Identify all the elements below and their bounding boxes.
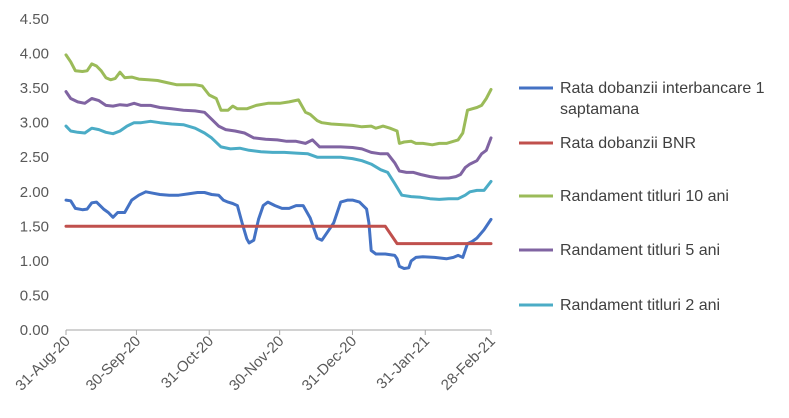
legend-label: Rata dobanzii BNR <box>560 135 696 152</box>
y-tick-label: 4.50 <box>20 11 49 28</box>
x-tick-label: 30-Nov-20 <box>226 333 288 395</box>
y-tick-label: 0.00 <box>20 322 49 339</box>
series-line <box>64 190 493 270</box>
x-axis-ticks: 31-Aug-20 30-Sep-20 31-Oct-20 30-Nov-20 31-D… <box>12 330 499 394</box>
legend-label: Randament titluri 10 ani <box>560 188 729 205</box>
x-tick-label: 31-Dec-20 <box>299 333 361 395</box>
x-tick-label: 31-Aug-20 <box>12 333 74 395</box>
y-axis-ticks: 0.00 0.50 1.00 1.50 2.00 2.50 3.00 3.50 4.00 4.50 <box>20 11 49 339</box>
y-tick-label: 3.00 <box>20 115 49 132</box>
series-line <box>64 53 493 147</box>
x-tick-label: 30-Sep-20 <box>83 333 145 395</box>
legend-label: Randament titluri 2 ani <box>560 297 720 314</box>
series-line <box>64 224 493 246</box>
y-tick-label: 2.00 <box>20 184 49 201</box>
series-lines <box>64 53 493 270</box>
y-tick-label: 1.00 <box>20 253 49 270</box>
y-tick-label: 4.00 <box>20 46 49 63</box>
y-tick-label: 3.50 <box>20 80 49 97</box>
legend-label: Rata dobanzii interbancare 1 saptamana <box>560 80 765 118</box>
legend-label: Randament titluri 5 ani <box>560 242 720 259</box>
y-tick-label: 1.50 <box>20 218 49 235</box>
series-line <box>64 90 493 180</box>
x-tick-label: 28-Feb-21 <box>438 333 499 394</box>
x-tick-label: 31-Jan-21 <box>373 333 433 393</box>
series-line <box>64 119 493 201</box>
legend: Rata dobanzii interbancare 1 saptamana Rat… <box>519 80 765 314</box>
y-tick-label: 0.50 <box>20 287 49 304</box>
x-tick-label: 31-Oct-20 <box>158 333 217 392</box>
y-tick-label: 2.50 <box>20 149 49 166</box>
